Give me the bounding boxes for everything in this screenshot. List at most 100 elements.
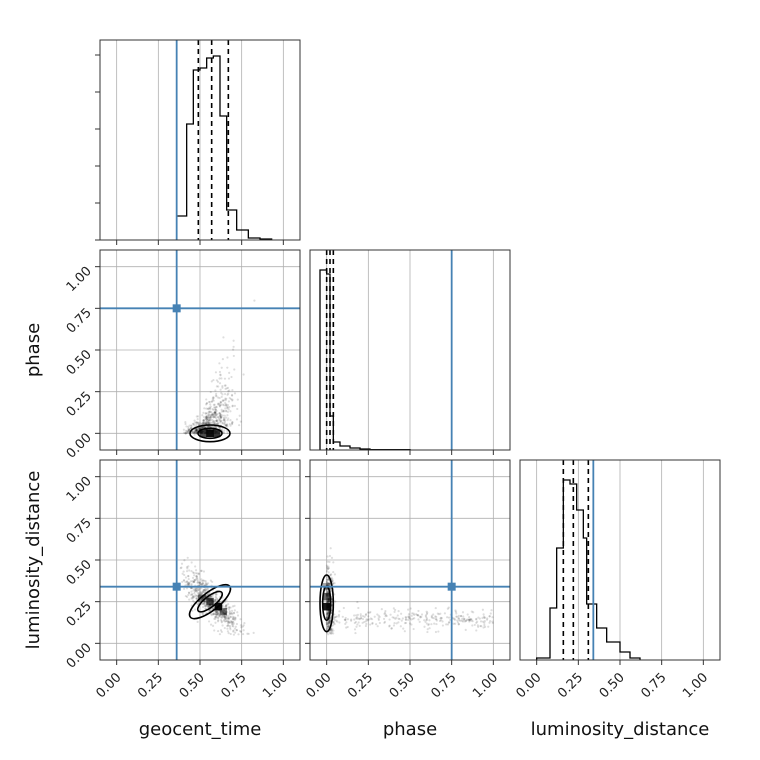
scatter-phase-vs-geocent-time-sample bbox=[195, 415, 198, 418]
scatter-luminosity-distance-vs-phase-sample bbox=[327, 567, 330, 570]
scatter-phase-vs-geocent-time-sample bbox=[216, 413, 219, 416]
scatter-luminosity-distance-vs-phase-sample bbox=[460, 619, 464, 622]
scatter-luminosity-distance-vs-geocent-time-sample bbox=[226, 630, 230, 633]
scatter-phase-vs-geocent-time-sample bbox=[227, 392, 230, 395]
scatter-phase-vs-geocent-time-sample bbox=[220, 419, 223, 422]
scatter-luminosity-distance-vs-phase-sample bbox=[326, 625, 330, 628]
scatter-luminosity-distance-vs-geocent-time-sample bbox=[201, 590, 204, 593]
scatter-luminosity-distance-vs-geocent-time-xtick-label-0: 0.00 bbox=[93, 670, 124, 701]
scatter-phase-vs-geocent-time-sample bbox=[204, 412, 207, 415]
scatter-phase-vs-geocent-time-sample bbox=[195, 428, 198, 431]
scatter-phase-vs-geocent-time-sample bbox=[209, 413, 213, 417]
scatter-luminosity-distance-vs-geocent-time-sample bbox=[242, 624, 245, 627]
scatter-phase-vs-geocent-time-sample bbox=[195, 431, 198, 434]
scatter-luminosity-distance-vs-geocent-time-xtick-text-2: 0.50 bbox=[177, 670, 208, 701]
scatter-phase-vs-geocent-time-sample bbox=[208, 408, 211, 411]
scatter-luminosity-distance-vs-phase-sample bbox=[416, 614, 420, 617]
scatter-luminosity-distance-vs-phase-sample bbox=[470, 618, 473, 621]
scatter-phase-vs-geocent-time-sample bbox=[221, 385, 224, 388]
scatter-luminosity-distance-vs-phase-sample bbox=[479, 624, 482, 628]
scatter-luminosity-distance-vs-geocent-time-sample bbox=[194, 588, 197, 591]
scatter-phase-vs-geocent-time-sample bbox=[207, 410, 211, 413]
scatter-phase-vs-geocent-time-sample bbox=[193, 433, 196, 436]
scatter-luminosity-distance-vs-geocent-time-sample bbox=[195, 575, 199, 578]
scatter-phase-vs-geocent-time-sample bbox=[214, 389, 217, 392]
scatter-luminosity-distance-vs-phase-sample bbox=[353, 621, 356, 625]
scatter-luminosity-distance-vs-geocent-time-sample bbox=[230, 622, 234, 625]
scatter-phase-vs-geocent-time-sample bbox=[216, 380, 220, 383]
scatter-luminosity-distance-vs-phase-sample bbox=[404, 616, 407, 619]
scatter-phase-vs-geocent-time-sample bbox=[205, 415, 208, 419]
scatter-luminosity-distance-vs-phase-sample bbox=[463, 617, 466, 621]
scatter-luminosity-distance-vs-geocent-time-sample bbox=[206, 588, 209, 591]
scatter-luminosity-distance-vs-phase-sample bbox=[483, 621, 486, 624]
scatter-phase-vs-geocent-time-sample bbox=[205, 407, 208, 410]
scatter-luminosity-distance-vs-geocent-time-sample bbox=[200, 583, 203, 586]
scatter-luminosity-distance-vs-phase-panel: 0.00 0.25 0.50 0.75 1.00 bbox=[303, 459, 511, 701]
scatter-luminosity-distance-vs-geocent-time-xtick-text-0: 0.00 bbox=[93, 670, 124, 701]
scatter-luminosity-distance-vs-phase-sample bbox=[358, 624, 361, 627]
scatter-luminosity-distance-vs-phase-sample bbox=[425, 618, 429, 621]
scatter-phase-vs-geocent-time-sample bbox=[195, 431, 198, 434]
scatter-luminosity-distance-vs-phase-sample bbox=[329, 615, 333, 618]
scatter-phase-vs-geocent-time-sample bbox=[211, 420, 214, 424]
scatter-luminosity-distance-vs-phase-xtick-label-0: 0.00 bbox=[303, 670, 334, 701]
scatter-phase-vs-geocent-time-sample bbox=[208, 422, 211, 425]
scatter-luminosity-distance-vs-phase-sample bbox=[377, 617, 380, 620]
scatter-luminosity-distance-vs-geocent-time-sample bbox=[216, 629, 220, 633]
scatter-phase-vs-geocent-time-sample bbox=[230, 375, 233, 379]
scatter-phase-vs-geocent-time-sample bbox=[202, 426, 205, 429]
scatter-luminosity-distance-vs-phase-sample bbox=[482, 613, 485, 616]
scatter-luminosity-distance-vs-phase-sample bbox=[419, 616, 422, 619]
scatter-phase-vs-geocent-time-sample bbox=[222, 409, 225, 413]
scatter-phase-vs-geocent-time-sample bbox=[215, 422, 219, 425]
scatter-luminosity-distance-vs-phase-sample bbox=[327, 612, 330, 615]
scatter-luminosity-distance-vs-phase-xtick-text-0: 0.00 bbox=[303, 670, 334, 701]
scatter-phase-vs-geocent-time-sample bbox=[219, 416, 223, 419]
scatter-luminosity-distance-vs-geocent-time-sample bbox=[213, 598, 217, 601]
scatter-phase-vs-geocent-time-sample bbox=[218, 402, 221, 405]
scatter-luminosity-distance-vs-geocent-time-sample bbox=[230, 621, 233, 624]
scatter-luminosity-distance-vs-geocent-time-sample bbox=[236, 611, 239, 614]
scatter-phase-vs-geocent-time-sample bbox=[187, 428, 190, 432]
scatter-luminosity-distance-vs-phase-sample bbox=[332, 620, 335, 624]
scatter-luminosity-distance-vs-geocent-time-sample bbox=[203, 595, 206, 598]
scatter-phase-vs-geocent-time-sample bbox=[221, 414, 224, 417]
scatter-luminosity-distance-vs-geocent-time-sample bbox=[227, 608, 231, 611]
scatter-phase-vs-geocent-time-sample bbox=[188, 424, 191, 427]
scatter-luminosity-distance-vs-geocent-time-sample bbox=[207, 605, 210, 608]
scatter-luminosity-distance-vs-phase-sample bbox=[345, 621, 348, 624]
scatter-luminosity-distance-vs-phase-sample bbox=[398, 617, 401, 621]
scatter-luminosity-distance-vs-geocent-time-sample bbox=[191, 576, 195, 579]
scatter-luminosity-distance-vs-geocent-time-sample bbox=[227, 624, 230, 628]
scatter-luminosity-distance-vs-geocent-time-sample bbox=[192, 580, 195, 584]
scatter-phase-vs-geocent-time-sample bbox=[220, 366, 223, 369]
scatter-luminosity-distance-vs-phase-sample bbox=[403, 622, 407, 625]
scatter-phase-vs-geocent-time-sample bbox=[214, 411, 217, 414]
scatter-phase-vs-geocent-time-sample bbox=[224, 399, 227, 402]
scatter-phase-vs-geocent-time-sample bbox=[209, 390, 212, 394]
scatter-luminosity-distance-vs-phase-sample bbox=[447, 621, 451, 624]
scatter-luminosity-distance-vs-geocent-time-sample bbox=[228, 621, 231, 625]
scatter-luminosity-distance-vs-phase-sample bbox=[326, 611, 329, 615]
scatter-phase-vs-geocent-time-sample bbox=[217, 396, 220, 399]
scatter-luminosity-distance-vs-geocent-time-sample bbox=[184, 594, 187, 598]
scatter-luminosity-distance-vs-phase-sample bbox=[333, 623, 336, 626]
scatter-luminosity-distance-vs-geocent-time-sample bbox=[198, 591, 201, 594]
scatter-luminosity-distance-vs-phase-sample bbox=[327, 599, 331, 603]
scatter-luminosity-distance-vs-phase-sample bbox=[326, 560, 329, 563]
scatter-luminosity-distance-vs-phase-sample bbox=[424, 614, 427, 617]
scatter-phase-vs-geocent-time-sample bbox=[202, 419, 205, 422]
scatter-luminosity-distance-vs-phase-sample bbox=[326, 614, 329, 617]
scatter-luminosity-distance-vs-phase-xtick-label-3: 0.75 bbox=[428, 670, 459, 701]
scatter-phase-vs-geocent-time-sample bbox=[224, 424, 228, 427]
scatter-phase-vs-geocent-time-sample bbox=[195, 421, 199, 424]
scatter-luminosity-distance-vs-phase-sample bbox=[328, 621, 331, 624]
scatter-luminosity-distance-vs-geocent-time-sample bbox=[230, 612, 234, 615]
scatter-luminosity-distance-vs-phase-sample bbox=[328, 582, 331, 585]
scatter-luminosity-distance-vs-geocent-time-ytick-label-3: 0.75 bbox=[64, 516, 95, 547]
scatter-luminosity-distance-vs-geocent-time-sample bbox=[198, 581, 201, 584]
scatter-luminosity-distance-vs-phase-sample bbox=[403, 630, 406, 633]
scatter-phase-vs-geocent-time-sample bbox=[216, 421, 220, 424]
scatter-luminosity-distance-vs-geocent-time-sample bbox=[229, 628, 232, 631]
